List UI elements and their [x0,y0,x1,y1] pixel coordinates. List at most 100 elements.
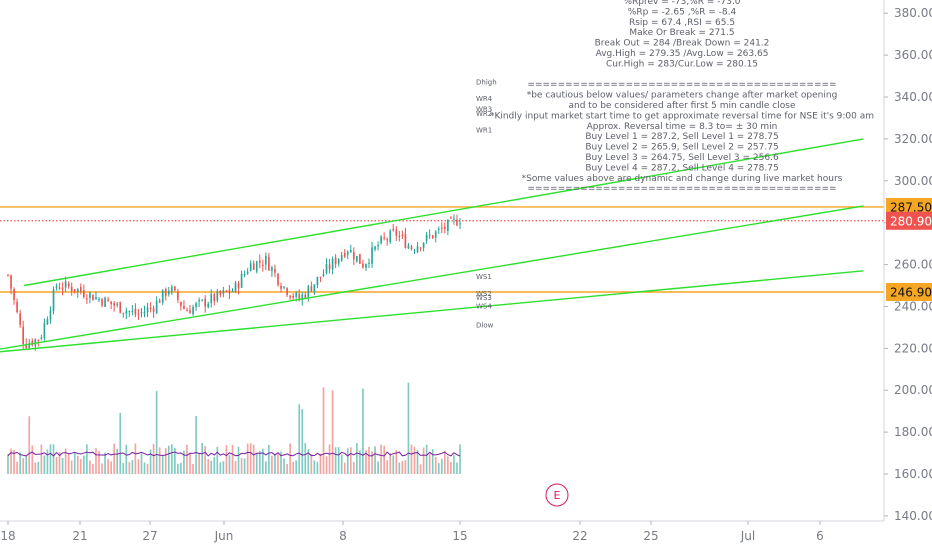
candle [67,281,70,289]
volume-bar [237,446,240,474]
candle-body [131,310,134,312]
volume-bar [216,446,219,474]
price-tick-label: 320.00 [894,132,932,146]
volume-bar [67,453,70,474]
candle [249,260,252,272]
candle-body [137,313,140,315]
volume-bar [255,453,258,474]
candle-body [216,291,219,301]
candle-body [298,294,301,300]
volume-bar [10,448,12,474]
volume-bar [310,454,313,474]
candle [55,283,58,291]
candle-body [213,293,216,302]
candle-body [392,228,395,231]
candle [19,309,21,328]
candle-body [331,258,334,270]
volume-bar [289,443,291,474]
candle [371,241,373,268]
candle [61,282,64,296]
candle-body [104,297,106,308]
volume-bar [125,444,128,474]
candle-body [322,274,325,277]
price-tick-label: 180.00 [894,425,932,439]
candle-body [386,239,389,241]
volume-bar [249,443,252,474]
volume-bar [55,456,58,474]
volume-bar [31,445,34,474]
candle [340,251,343,262]
candle-body [437,228,440,230]
pivot-label-wr4: WR4 [476,95,493,103]
trend-line-1[interactable] [24,138,864,287]
volume-bar [304,443,307,474]
price-label-280.90: 280.90 [886,211,932,230]
candle-body [174,286,176,291]
volume-bar [307,449,310,474]
candle-body [158,300,161,303]
candle [331,256,334,275]
volume-bar [79,458,82,474]
candle-body [407,245,410,249]
candle [292,293,294,301]
candle-body [419,247,422,249]
candle-body [319,276,322,278]
volume-bar [362,388,364,474]
candle [337,258,340,267]
candle [101,297,103,308]
volume-bar [58,452,61,474]
candle-body [410,246,413,250]
candle [161,289,164,306]
candle-body [152,308,155,312]
volume-bar [456,462,458,474]
volume-bar [334,447,337,474]
candle [453,214,455,225]
candle [170,284,173,295]
candle [419,247,422,252]
candle-body [328,264,331,270]
volume-bar [295,460,298,474]
volume-bar [343,462,346,474]
volume-bar [137,459,140,474]
volume-bar [177,464,179,474]
candle [216,289,219,303]
trend-line-3[interactable] [0,270,864,353]
volume-bar [386,460,389,474]
candle [83,284,85,299]
volume-bar [92,463,94,474]
candle [280,282,282,293]
candle-body [195,303,197,307]
volume-bar [301,409,304,474]
earnings-event-marker[interactable]: E [545,483,569,507]
volume-bar [219,462,222,474]
volume-bar [359,450,361,474]
volume-bar [64,448,67,474]
candle [70,282,73,296]
annotation-line: %Rprev = -73,%R = -73.0 [623,0,740,7]
candle-body [404,234,407,248]
annotation-line: Rsip = 67.4 ,RSI = 65.5 [629,18,735,28]
date-tick-label: 6 [816,529,824,543]
volume-pane [7,382,461,474]
candle [152,305,155,318]
pivot-label-wr2: WR2 [476,110,492,118]
candle-body [43,323,46,339]
candle-body [265,256,267,265]
candle [43,318,46,343]
candle-body [249,263,252,271]
volume-bar [243,458,246,474]
price-label-bg [886,211,932,230]
trend-line-2[interactable] [0,205,864,351]
candle-body [58,287,61,289]
volume-bar [52,444,55,474]
candle-body [183,305,185,309]
candle [231,288,234,293]
candle-body [76,288,79,292]
candle-body [40,337,43,339]
volume-bar [356,443,358,474]
candle-body [310,286,313,292]
pivot-label-ws2: WS2 [476,290,492,298]
volume-bar [453,455,455,474]
volume-bar [434,456,437,474]
